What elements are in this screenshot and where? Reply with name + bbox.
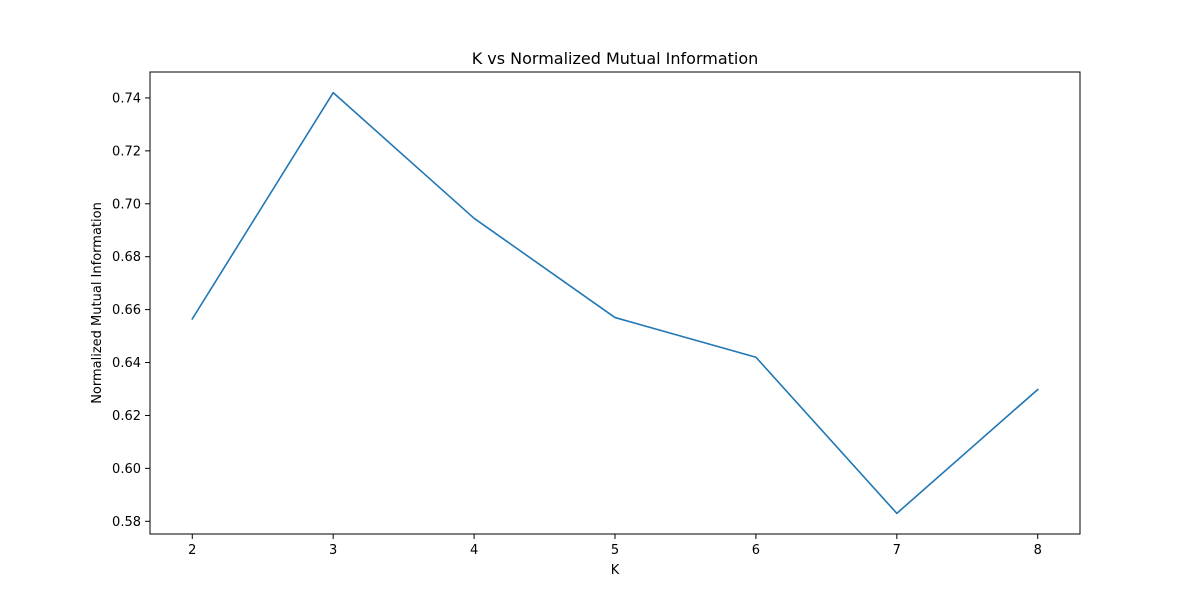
x-tick-label: 7 [893,543,901,558]
x-axis-title: K [611,563,620,578]
plot-area [150,72,1080,534]
x-tick-label: 3 [329,543,337,558]
x-tick-label: 4 [470,543,478,558]
plot-frame [150,72,1080,534]
y-tick-label: 0.64 [112,356,141,371]
y-tick-label: 0.62 [112,409,141,424]
y-tick-label: 0.68 [112,250,141,265]
y-tick-label: 0.72 [112,144,141,159]
y-axis-title: Normalized Mutual Information [90,202,105,404]
x-tick-label: 8 [1034,543,1042,558]
x-tick-label: 5 [611,543,619,558]
y-tick-label: 0.74 [112,91,141,106]
x-tick-label: 6 [752,543,760,558]
y-tick-label: 0.66 [112,303,141,318]
chart-title: K vs Normalized Mutual Information [472,49,759,68]
y-tick-label: 0.70 [112,197,141,212]
y-tick-label: 0.58 [112,515,141,530]
x-tick-label: 2 [188,543,196,558]
y-tick-label: 0.60 [112,462,141,477]
